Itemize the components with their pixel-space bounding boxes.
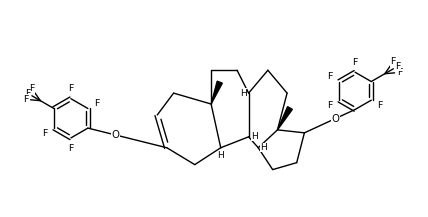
Polygon shape xyxy=(211,81,222,104)
Text: F: F xyxy=(377,101,383,110)
Text: F: F xyxy=(395,62,400,71)
Text: F: F xyxy=(29,84,35,93)
Text: F: F xyxy=(68,84,74,93)
Text: F: F xyxy=(391,57,396,66)
Text: F: F xyxy=(327,101,333,110)
Text: F: F xyxy=(23,95,28,104)
Text: F: F xyxy=(68,144,74,153)
Text: F: F xyxy=(42,129,48,138)
Text: H: H xyxy=(260,143,267,152)
Text: F: F xyxy=(94,99,99,108)
Text: O: O xyxy=(332,114,340,124)
Text: F: F xyxy=(327,72,333,81)
Polygon shape xyxy=(277,107,292,130)
Text: H: H xyxy=(240,89,247,98)
Text: F: F xyxy=(352,58,358,67)
Text: H: H xyxy=(217,151,224,160)
Text: O: O xyxy=(112,130,119,140)
Text: F: F xyxy=(25,89,30,98)
Text: H: H xyxy=(251,132,258,141)
Text: F: F xyxy=(397,68,402,77)
